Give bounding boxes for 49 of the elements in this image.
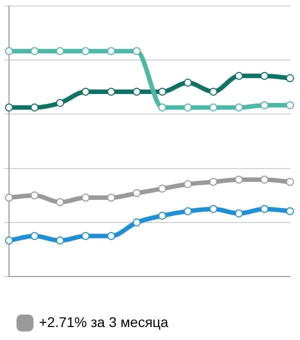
point — [107, 47, 116, 56]
point — [158, 103, 166, 112]
point — [234, 209, 243, 218]
point — [184, 207, 192, 216]
point — [132, 88, 141, 96]
point — [286, 101, 294, 110]
point — [5, 47, 13, 56]
point — [158, 88, 166, 96]
point — [158, 212, 166, 220]
point — [132, 47, 141, 56]
point — [260, 72, 268, 80]
point — [82, 194, 90, 202]
point — [286, 74, 294, 82]
point — [132, 218, 141, 226]
point — [82, 232, 90, 240]
point — [184, 78, 192, 87]
point — [107, 232, 116, 240]
point — [82, 88, 90, 96]
point — [132, 189, 141, 198]
point — [56, 236, 64, 245]
point — [107, 88, 116, 96]
point — [5, 194, 13, 202]
point — [56, 47, 64, 56]
point — [209, 178, 218, 186]
point — [30, 47, 39, 56]
point — [82, 47, 90, 56]
point — [5, 103, 13, 112]
point — [234, 72, 243, 80]
point — [30, 232, 39, 240]
legend-label: +2.71% за 3 месяца — [39, 314, 169, 330]
point — [184, 103, 192, 112]
point — [209, 103, 218, 112]
point — [184, 180, 192, 188]
point — [234, 176, 243, 184]
point — [260, 204, 268, 213]
point — [5, 236, 13, 245]
point — [107, 194, 116, 202]
point — [158, 184, 166, 193]
point — [56, 198, 64, 206]
point — [30, 103, 39, 112]
point — [260, 176, 268, 184]
point — [286, 207, 294, 216]
point — [234, 103, 243, 112]
point — [260, 101, 268, 110]
point — [209, 204, 218, 213]
point — [30, 191, 39, 200]
point — [286, 178, 294, 186]
point — [56, 98, 64, 107]
point — [209, 88, 218, 96]
